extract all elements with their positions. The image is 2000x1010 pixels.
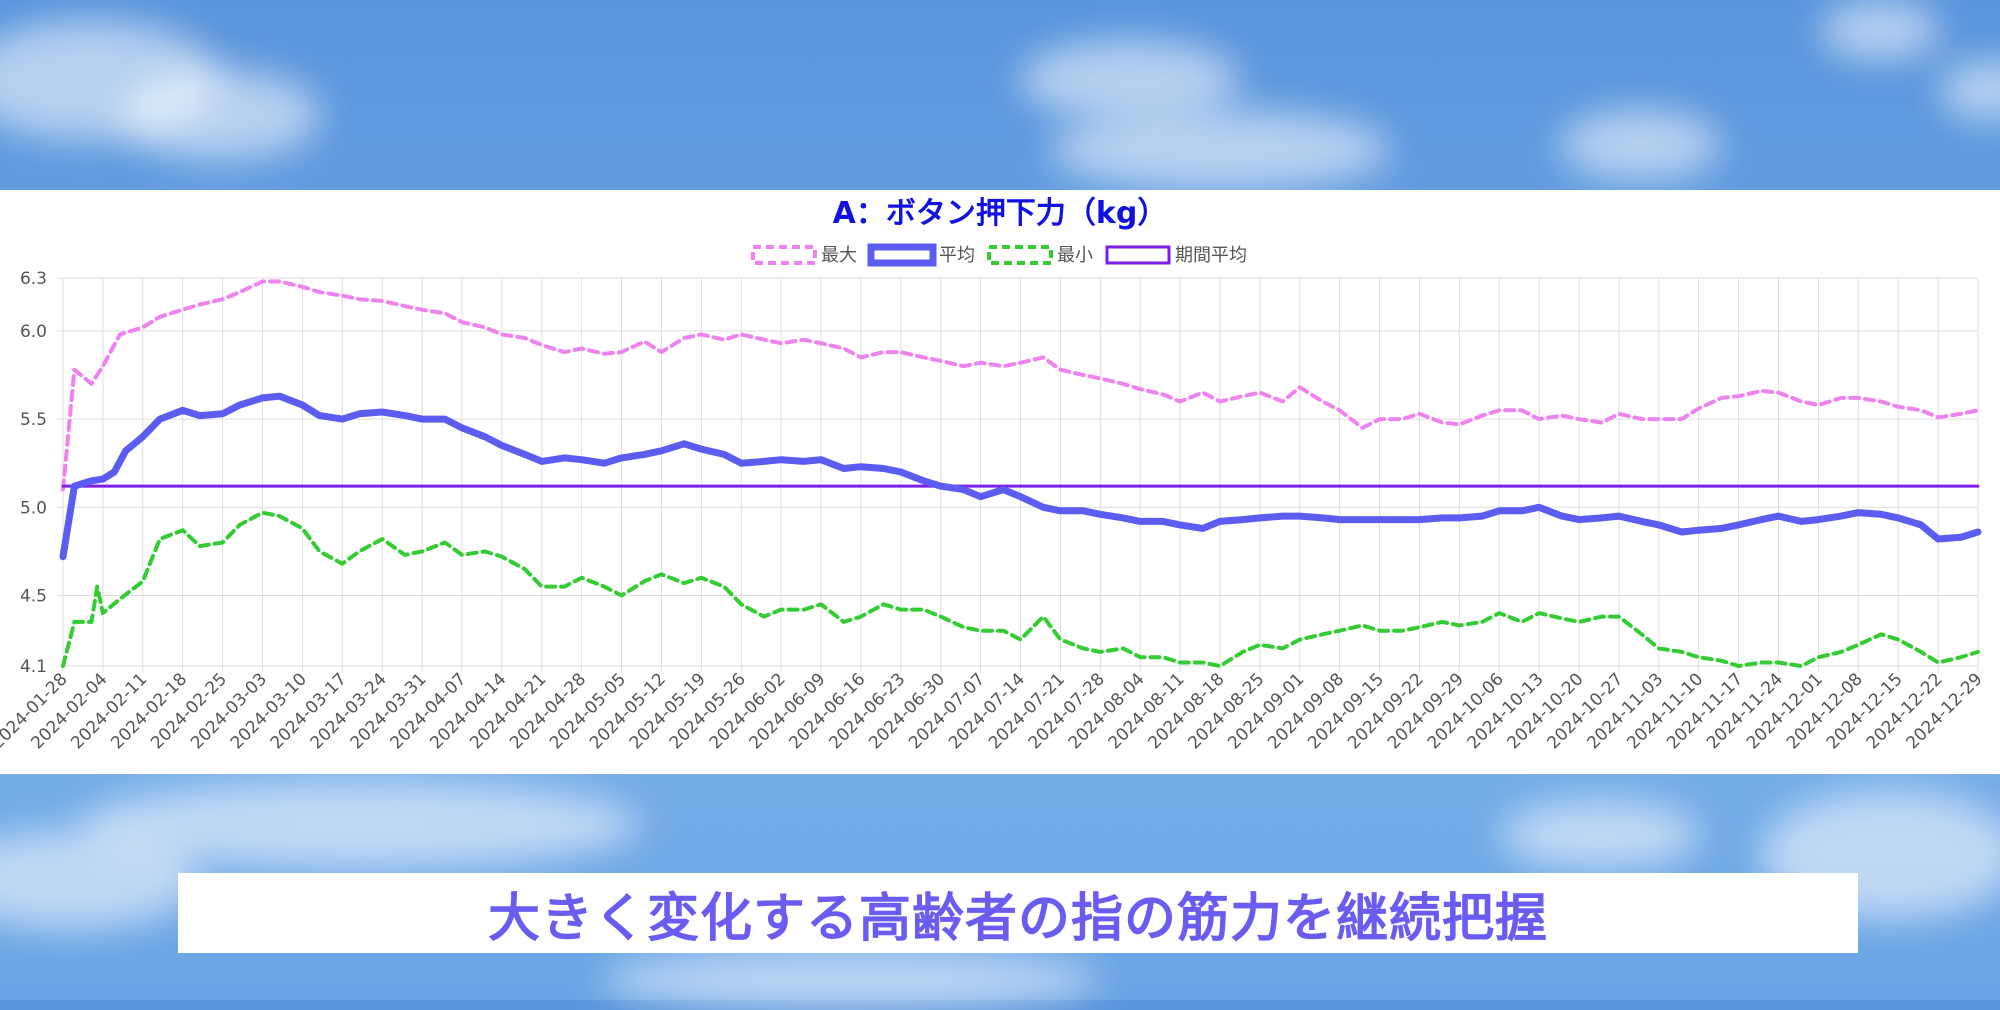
x-axis-ticks: 2024-01-282024-02-042024-02-112024-02-18… [0, 669, 1987, 753]
legend-swatch [751, 245, 817, 265]
cloud [1500, 800, 1700, 870]
legend-swatch [1105, 245, 1171, 265]
y-tick-label: 6.3 [20, 269, 47, 289]
caption-box: 大きく変化する高齢者の指の筋力を継続把握 [178, 873, 1858, 953]
legend-label: 最大 [821, 245, 857, 266]
legend: 最大 平均 最小 期間平均 [751, 243, 1247, 267]
legend-swatch [867, 243, 937, 267]
series-lines [59, 279, 1982, 668]
series-line-1 [59, 392, 1982, 561]
line-chart: A：ボタン押下力（kg） 最大 平均 最小 期間平均 4.1 4.5 5.0 5.5 6.0 6… [0, 196, 1987, 753]
y-tick-label: 4.5 [20, 586, 47, 606]
legend-item[interactable]: 最小 [987, 245, 1093, 266]
grid [57, 277, 1979, 672]
cloud [1940, 60, 2000, 120]
cloud [1050, 110, 1390, 190]
cloud [120, 70, 320, 160]
y-axis-ticks: 4.1 4.5 5.0 5.5 6.0 6.3 [20, 269, 47, 677]
series-line-0 [61, 279, 1980, 492]
legend-label: 平均 [939, 245, 975, 266]
series-line-2 [61, 510, 1980, 668]
cloud [1820, 0, 1940, 60]
legend-item[interactable]: 最大 [751, 245, 857, 266]
chart-panel: A：ボタン押下力（kg） 最大 平均 最小 期間平均 4.1 4.5 5.0 5.5 6.0 6… [0, 190, 2000, 774]
chart-title: A：ボタン押下力（kg） [833, 196, 1168, 231]
y-tick-label: 4.1 [20, 657, 47, 677]
cloud [1020, 40, 1240, 120]
legend-item[interactable]: 期間平均 [1105, 245, 1247, 266]
legend-label: 最小 [1057, 245, 1093, 266]
y-tick-label: 6.0 [20, 322, 47, 342]
legend-label: 期間平均 [1175, 245, 1247, 266]
y-tick-label: 5.0 [20, 498, 47, 518]
y-tick-label: 5.5 [20, 410, 47, 430]
cloud [0, 830, 200, 930]
cloud [1560, 110, 1720, 180]
legend-item[interactable]: 平均 [867, 243, 975, 267]
caption-text: 大きく変化する高齢者の指の筋力を継続把握 [487, 888, 1548, 949]
cloud [600, 950, 1100, 1010]
legend-swatch [987, 245, 1053, 265]
